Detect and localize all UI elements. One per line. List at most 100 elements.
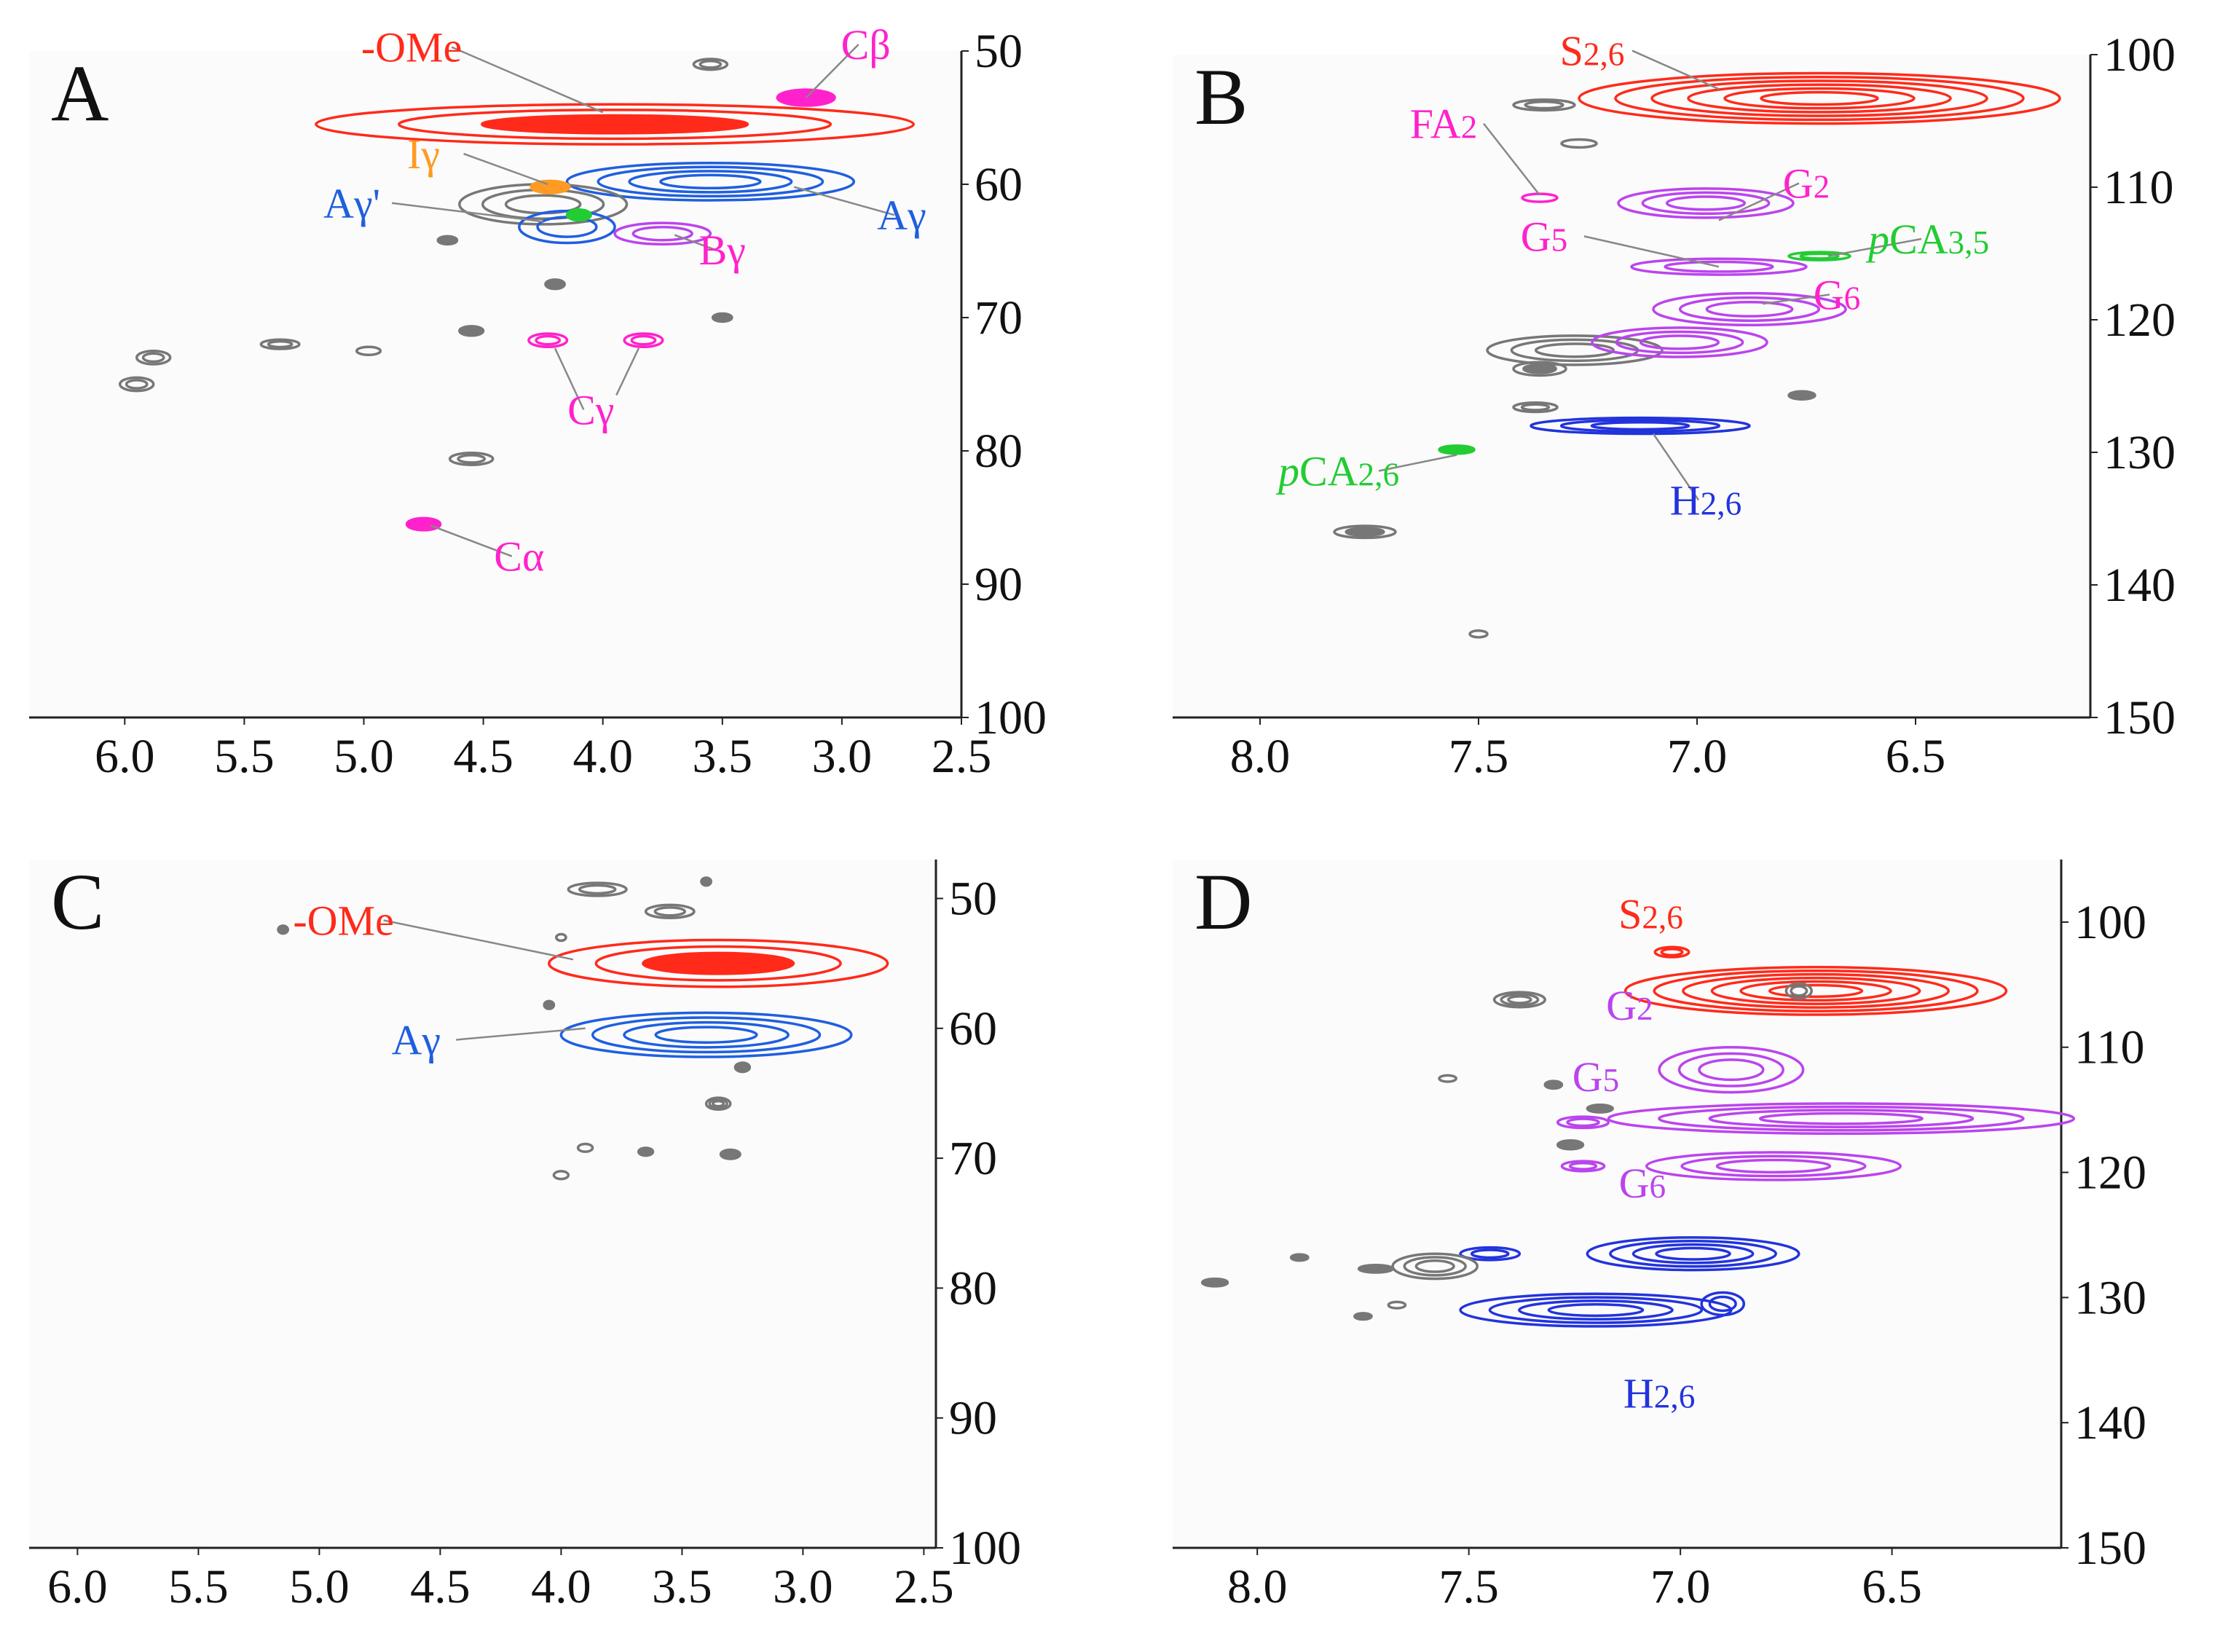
contour-ring <box>552 1170 570 1181</box>
hsqc-spectrum-d: 8.0 7.5 7.0 6.5 100 110 120 130 140 150 S2,6 G2 G5 G6… <box>1173 857 2146 1613</box>
peak-gray <box>637 1146 655 1157</box>
contour-ring <box>1289 1253 1310 1262</box>
y-tick-label: 60 <box>949 1002 997 1055</box>
x-tick-label: 2.5 <box>932 730 992 783</box>
peak-label: pCA3,5 <box>1865 216 1989 263</box>
contour-ring <box>1414 1259 1455 1273</box>
contour-ring <box>1492 991 1546 1009</box>
contour-ring <box>1723 87 1916 110</box>
leader-line <box>1378 454 1457 472</box>
contour-ring <box>457 454 487 464</box>
peak-purple <box>613 221 712 246</box>
leader-line <box>1583 235 1720 268</box>
contour-ring <box>1547 1303 1645 1318</box>
peak-magenta <box>527 332 569 349</box>
peak-blue <box>1530 416 1751 436</box>
panel-label: B <box>1194 52 1248 141</box>
contour-ring <box>1768 983 1864 999</box>
peak-gray <box>1560 138 1598 149</box>
contour-ring <box>1438 444 1476 455</box>
leader-line <box>1827 237 1922 257</box>
contour-ring <box>555 932 567 943</box>
x-tick-label: 5.0 <box>334 730 394 783</box>
contour-ring <box>1698 1058 1765 1082</box>
contour-ring <box>1607 1102 2076 1136</box>
contour-ring <box>1678 296 1821 322</box>
contour-ring <box>1522 363 1557 374</box>
contour-ring <box>1641 191 1771 216</box>
hsqc-spectrum-b: 8.0 7.5 7.0 6.5 100 110 120 130 140 150 S2,6 FA2 G2 G… <box>1173 28 2176 783</box>
peak-blue <box>1586 1236 1800 1272</box>
peak-label: G6 <box>1619 1160 1666 1207</box>
contour-ring <box>458 325 485 337</box>
y-tick-label: 80 <box>949 1262 997 1315</box>
peak-gray <box>1387 1300 1407 1310</box>
contour-ring <box>1653 945 1690 959</box>
y-tick-label: 130 <box>2103 426 2176 479</box>
contour-ring <box>543 999 556 1010</box>
x-tick-label: 7.5 <box>1438 1560 1499 1613</box>
contour-ring <box>1566 1117 1600 1128</box>
contour-ring <box>628 170 793 194</box>
contour-ring <box>1586 1104 1614 1114</box>
contour-ring <box>355 345 382 356</box>
peak-purple <box>1607 1102 2076 1136</box>
contour-ring <box>1500 993 1540 1007</box>
contour-ring <box>1520 403 1551 412</box>
contour-ring <box>698 60 723 69</box>
peak-gray <box>576 1142 594 1153</box>
contour-ring <box>576 1142 594 1153</box>
leader-line <box>430 524 513 557</box>
peak-label: S2,6 <box>1560 28 1625 75</box>
contour-ring <box>1710 976 1921 1005</box>
peak-gray <box>1492 991 1546 1009</box>
peak-label: Cβ <box>841 21 891 68</box>
leader-line <box>1718 182 1800 221</box>
peak-blue <box>1459 1246 1522 1262</box>
y-tick-label: 150 <box>2074 1522 2146 1575</box>
contour-ring <box>712 1099 725 1108</box>
contour-ring <box>125 379 149 390</box>
leader-line <box>805 44 859 98</box>
peak-gray <box>1586 1104 1614 1114</box>
contour-ring <box>1630 257 1808 276</box>
peak-gray <box>1438 1074 1457 1083</box>
contour-ring <box>711 312 733 323</box>
contour-ring <box>1787 251 1851 261</box>
contour-ring <box>1518 1299 1674 1321</box>
contour-ring <box>1708 1109 1975 1129</box>
contour-ring <box>1700 1291 1746 1317</box>
contour-ring <box>398 109 832 141</box>
peak-gray <box>135 350 172 366</box>
peak-purple <box>1591 326 1768 358</box>
peak-gray <box>733 1061 752 1074</box>
hsqc-spectrum-a: 6.0 5.5 5.0 4.5 4.0 3.5 3.0 2.5 50 60 70 80 90 100 -OM… <box>29 21 1047 783</box>
y-tick-label: 100 <box>975 691 1047 744</box>
peak-red <box>1653 945 1690 959</box>
peak-gray <box>1333 524 1397 540</box>
contour-ring <box>1715 1158 1832 1174</box>
leader-line <box>1631 50 1720 90</box>
y-tick-label: 110 <box>2103 161 2174 214</box>
contour-ring <box>719 1148 741 1160</box>
contour-ring <box>704 1096 732 1111</box>
leader-line <box>1762 294 1830 305</box>
contour-ring <box>1609 1239 1777 1268</box>
contour-ring <box>527 332 569 349</box>
contour-ring <box>1200 1277 1229 1288</box>
y-tick-label: 50 <box>975 25 1023 78</box>
contour-ring <box>1650 79 1988 117</box>
contour-ring <box>567 881 628 897</box>
contour-ring <box>436 235 459 246</box>
plot-area <box>1173 55 2090 717</box>
x-tick-label: 6.0 <box>95 730 155 783</box>
contour-ring <box>623 332 664 349</box>
contour-ring <box>1512 401 1559 414</box>
peak-gray <box>118 376 155 393</box>
leader-line <box>451 46 604 114</box>
contour-ring <box>315 103 916 146</box>
y-tick-label: 120 <box>2074 1146 2146 1200</box>
contour-ring <box>692 58 729 71</box>
contour-ring <box>481 114 749 135</box>
contour-ring <box>1345 527 1385 537</box>
